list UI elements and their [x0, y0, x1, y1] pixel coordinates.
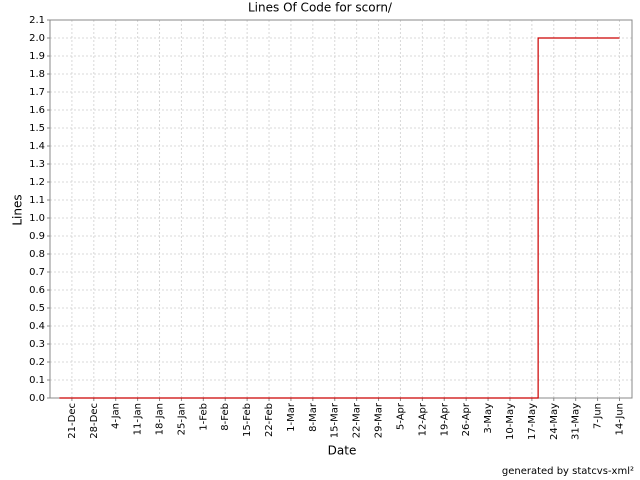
y-tick-label: 0.8 [29, 249, 45, 260]
x-tick-label: 1-Feb [198, 403, 209, 431]
y-tick-label: 2.1 [29, 15, 45, 26]
y-tick-label: 0.5 [29, 303, 45, 314]
y-tick-label: 2.0 [29, 33, 45, 44]
data-line [59, 37, 620, 399]
y-tick-label: 0.3 [29, 339, 45, 350]
x-tick-label: 31-May [571, 403, 582, 440]
x-tick-label: 8-Feb [220, 403, 231, 431]
x-tick-label: 10-May [505, 403, 516, 440]
x-tick-label: 25-Jan [176, 403, 187, 435]
footer: generated by statcvs-xml² [502, 466, 634, 477]
y-tick-label: 1.6 [29, 105, 45, 116]
x-tick-label: 15-Mar [330, 402, 341, 438]
x-tick-label: 22-Mar [352, 402, 363, 438]
y-tick-label: 0.7 [29, 267, 45, 278]
y-tick-label: 1.4 [29, 141, 45, 152]
x-tick-label: 29-Mar [374, 402, 385, 438]
x-tick-label: 22-Feb [264, 403, 275, 437]
y-tick-label: 1.2 [29, 177, 45, 188]
x-tick-label: 7-Jun [593, 403, 604, 429]
x-tick-label: 21-Dec [67, 403, 78, 439]
x-tick-label: 28-Dec [89, 403, 100, 439]
x-axis-label: Date [328, 444, 357, 458]
x-tick-label: 19-Apr [439, 402, 450, 436]
y-tick-label: 0.0 [29, 393, 45, 404]
chart-title: Lines Of Code for scorn/ [248, 1, 393, 15]
y-axis-label: Lines [11, 194, 25, 225]
y-tick-label: 0.2 [29, 357, 45, 368]
x-tick-label: 4-Jan [111, 403, 122, 429]
y-tick-label: 0.1 [29, 375, 45, 386]
y-tick-label: 0.4 [29, 321, 45, 332]
x-tick-label: 14-Jun [614, 403, 625, 436]
x-tick-label: 17-May [527, 403, 538, 440]
x-tick-label: 1-Mar [286, 402, 297, 432]
x-tick-label: 24-May [549, 403, 560, 440]
y-tick-label: 0.6 [29, 285, 45, 296]
x-tick-label: 12-Apr [417, 402, 428, 436]
x-tick-label: 15-Feb [242, 403, 253, 437]
x-tick-label: 18-Jan [155, 403, 166, 435]
y-tick-label: 1.3 [29, 159, 45, 170]
y-tick-label: 1.0 [29, 213, 45, 224]
x-tick-label: 8-Mar [308, 402, 319, 432]
y-tick-label: 0.9 [29, 231, 45, 242]
y-tick-label: 1.9 [29, 51, 45, 62]
y-tick-label: 1.8 [29, 69, 45, 80]
x-tick-label: 5-Apr [395, 402, 406, 430]
y-tick-label: 1.7 [29, 87, 45, 98]
y-tick-label: 1.5 [29, 123, 45, 134]
y-tick-label: 1.1 [29, 195, 45, 206]
x-tick-label: 3-May [483, 403, 494, 434]
x-tick-label: 26-Apr [461, 402, 472, 436]
x-tick-label: 11-Jan [133, 403, 144, 435]
